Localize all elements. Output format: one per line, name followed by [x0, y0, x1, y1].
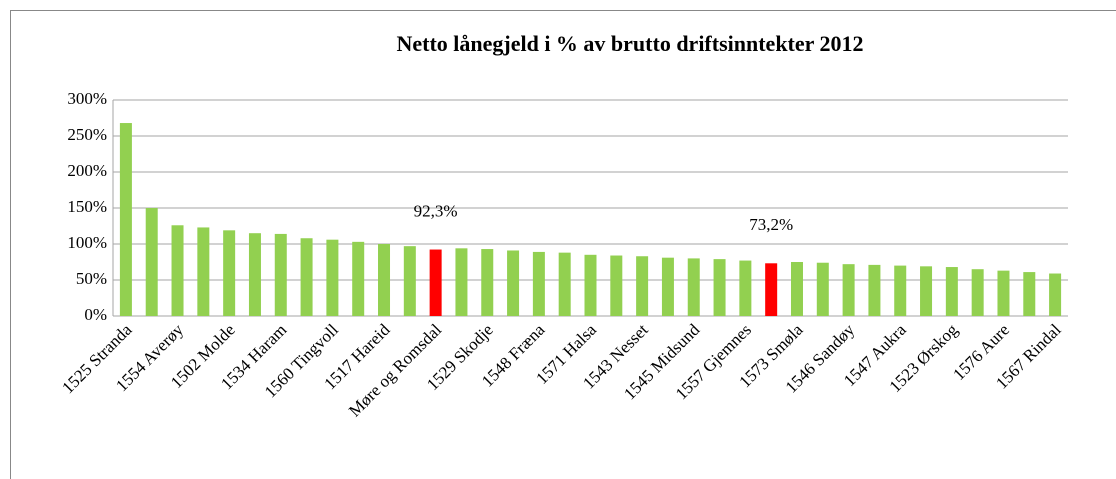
bar — [868, 264, 881, 316]
bar — [223, 230, 236, 316]
bar — [790, 262, 803, 316]
bar — [842, 264, 855, 316]
bar — [532, 251, 545, 316]
data-label: 73,2% — [749, 215, 793, 234]
bar — [687, 258, 700, 316]
bar — [171, 225, 184, 316]
bar — [920, 266, 933, 316]
bar — [507, 250, 520, 316]
bar — [378, 244, 391, 316]
x-tick-label: Møre og Romsdal — [345, 320, 445, 420]
chart-title: Netto lånegjeld i % av brutto driftsinnt… — [396, 31, 863, 56]
bar — [584, 254, 597, 316]
bar — [1023, 272, 1036, 316]
bar — [894, 265, 907, 316]
bar — [558, 252, 571, 316]
bar — [971, 269, 984, 316]
bar — [636, 256, 649, 316]
bar — [403, 246, 416, 316]
y-tick-label: 300% — [67, 89, 107, 108]
y-tick-label: 200% — [67, 161, 107, 180]
y-tick-label: 50% — [76, 269, 107, 288]
bar — [326, 239, 339, 316]
chart-frame — [10, 10, 1116, 479]
y-tick-label: 0% — [84, 305, 107, 324]
y-tick-label: 100% — [67, 233, 107, 252]
y-tick-label: 250% — [67, 125, 107, 144]
bar — [352, 241, 365, 316]
bar — [610, 255, 623, 316]
bar — [661, 257, 674, 316]
bar — [300, 238, 313, 316]
bar — [197, 227, 210, 316]
bar — [739, 260, 752, 316]
bar — [481, 249, 494, 316]
bar — [997, 270, 1010, 316]
bar — [765, 263, 778, 316]
data-label: 92,3% — [414, 201, 458, 220]
bar — [248, 233, 261, 316]
bar — [1049, 273, 1062, 316]
bar — [816, 262, 829, 316]
bar — [119, 123, 132, 316]
bar — [429, 249, 442, 316]
bar — [713, 259, 726, 316]
bar — [145, 208, 158, 316]
bar — [455, 248, 468, 316]
bar — [945, 267, 958, 316]
bar — [274, 233, 287, 316]
y-tick-label: 150% — [67, 197, 107, 216]
